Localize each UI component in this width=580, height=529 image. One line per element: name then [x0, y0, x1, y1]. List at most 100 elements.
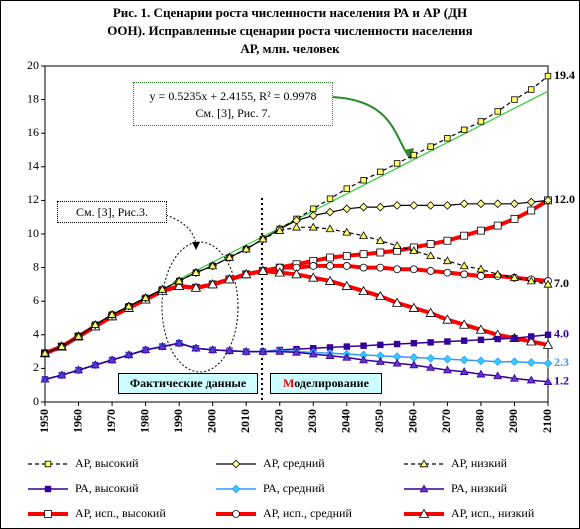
series-line: [44, 226, 549, 354]
marker: [231, 484, 241, 494]
marker: [375, 202, 385, 212]
marker: [442, 256, 452, 265]
marker: [308, 349, 318, 358]
marker: [526, 276, 536, 285]
marker: [241, 346, 251, 355]
value-label: 12.0: [554, 192, 575, 206]
marker: [418, 508, 430, 518]
marker: [224, 346, 234, 354]
marker: [141, 293, 151, 302]
x-tick-label: 2060: [406, 409, 420, 433]
modeling-box: Моделирование: [270, 373, 382, 394]
marker: [459, 355, 469, 365]
marker: [427, 339, 434, 346]
marker: [342, 227, 352, 236]
legend-item: АР, средний: [216, 456, 325, 470]
marker: [342, 352, 352, 361]
arrow: [331, 96, 411, 159]
marker: [359, 202, 368, 212]
x-tick-label: 2100: [540, 409, 554, 433]
marker: [232, 510, 240, 518]
marker: [292, 347, 301, 356]
marker: [326, 253, 334, 262]
marker: [359, 355, 369, 364]
marker: [426, 353, 435, 363]
marker: [477, 226, 485, 235]
marker: [493, 221, 502, 230]
marker: [157, 341, 167, 350]
marker: [275, 346, 285, 355]
marker: [190, 282, 202, 292]
marker: [57, 341, 67, 350]
legend-item: РА, высокий: [28, 481, 139, 495]
y-tick-label: 4: [33, 327, 39, 341]
x-tick-label: 1960: [70, 409, 84, 433]
marker: [391, 297, 403, 307]
marker: [393, 160, 401, 167]
marker: [40, 374, 50, 383]
marker: [459, 367, 469, 375]
marker: [426, 362, 436, 371]
arrow-head: [192, 242, 200, 250]
marker: [443, 354, 452, 364]
marker: [291, 269, 302, 279]
marker: [544, 331, 552, 338]
y-tick-label: 2: [33, 360, 39, 374]
marker: [241, 244, 251, 253]
marker: [224, 252, 234, 261]
arrow: [165, 214, 197, 247]
legend-item: АР, низкий: [404, 456, 508, 470]
marker: [326, 262, 334, 270]
value-label: 1.2: [554, 374, 569, 388]
marker: [494, 335, 501, 343]
marker: [526, 358, 536, 367]
marker: [419, 484, 429, 493]
marker: [409, 360, 419, 369]
y-tick-label: 0: [33, 394, 39, 408]
marker: [74, 365, 84, 374]
marker: [359, 263, 368, 272]
marker: [44, 485, 52, 493]
marker: [528, 86, 535, 93]
marker: [426, 201, 435, 210]
marker: [543, 377, 553, 386]
marker: [460, 126, 468, 134]
marker: [442, 365, 452, 374]
marker: [393, 265, 402, 274]
marker: [359, 231, 369, 239]
marker: [342, 204, 352, 214]
marker: [376, 263, 385, 272]
marker: [393, 340, 401, 348]
marker: [477, 118, 485, 125]
marker: [44, 460, 52, 468]
marker: [409, 265, 418, 274]
marker: [459, 261, 469, 270]
marker: [443, 236, 452, 245]
marker: [308, 222, 318, 231]
legend-item: РА, низкий: [404, 481, 508, 495]
marker: [375, 290, 386, 301]
marker: [510, 357, 519, 367]
legend-label: РА, средний: [263, 481, 325, 495]
x-tick-label: 1970: [104, 409, 118, 433]
chart-title: Рис. 1. Сценарии роста численности насел…: [113, 5, 467, 20]
x-tick-label: 2070: [439, 409, 453, 433]
marker: [360, 177, 367, 184]
marker: [511, 96, 518, 103]
x-tick-label: 2010: [238, 409, 252, 433]
chart-title: АР, млн. человек: [240, 41, 340, 56]
marker: [511, 334, 518, 342]
y-tick-label: 10: [27, 226, 39, 240]
marker: [207, 279, 218, 289]
x-tick-label: 2020: [271, 409, 285, 433]
x-tick-label: 2040: [339, 409, 353, 433]
marker: [107, 355, 117, 364]
marker: [157, 284, 167, 293]
marker: [476, 264, 486, 273]
marker: [493, 199, 503, 209]
marker: [526, 197, 536, 207]
y-tick-label: 6: [33, 293, 39, 307]
marker: [419, 459, 429, 468]
